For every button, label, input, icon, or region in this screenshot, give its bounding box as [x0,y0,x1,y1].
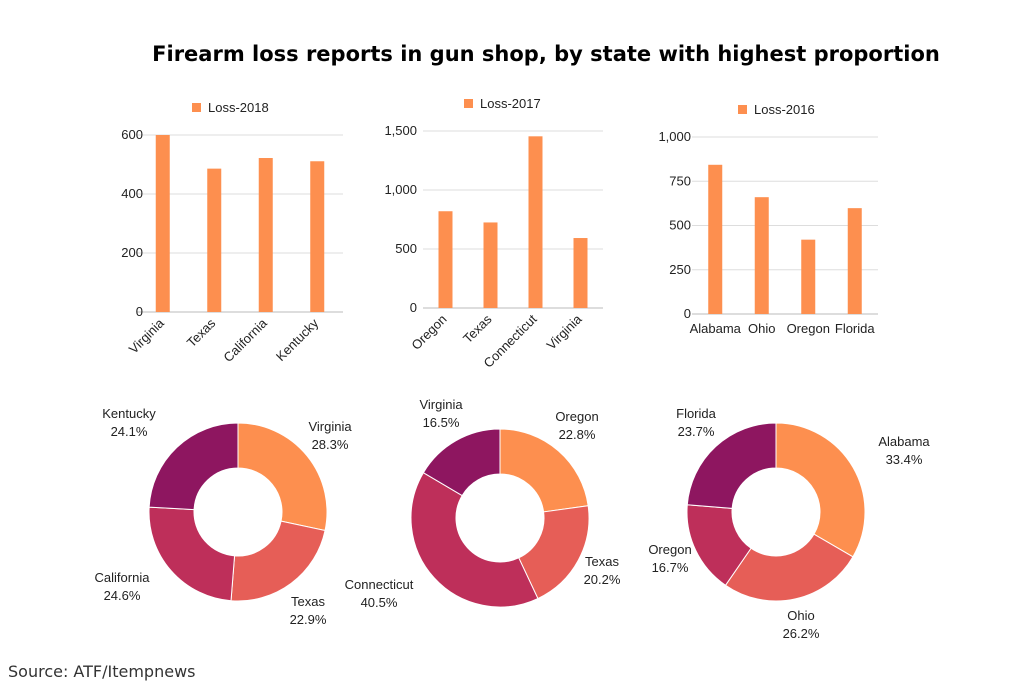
slice-percent: 16.7% [652,560,689,575]
bar-ohio [754,197,769,314]
slice-label: Oregon [648,542,691,557]
slice-percent: 24.1% [111,424,148,439]
legend-label: Loss-2017 [480,96,541,111]
bar-connecticut [528,136,543,308]
y-tick-label: 200 [121,245,143,260]
slice-label: Kentucky [102,406,156,421]
category-label: Ohio [748,321,775,336]
bar-california [258,158,273,312]
slice-percent: 23.7% [678,424,715,439]
slice-label: Texas [585,554,619,569]
y-tick-label: 0 [136,304,143,319]
slice-label: Connecticut [345,577,414,592]
slice-percent: 20.2% [584,572,621,587]
slice-label: Alabama [878,434,930,449]
donut-chart-1: Virginia 28.3% Texas 22.9% California 24.6% Ke… [95,406,353,627]
y-tick-label: 750 [669,173,691,188]
slice-texas [230,520,326,602]
y-tick-label: 400 [121,186,143,201]
slice-alabama [775,422,866,558]
y-tick-label: 500 [395,241,417,256]
category-label: Texas [184,315,219,350]
legend-swatch [464,99,473,108]
slice-label: Oregon [555,409,598,424]
y-tick-label: 1,000 [384,182,417,197]
y-tick-label: 250 [669,262,691,277]
slice-percent: 22.9% [290,612,327,627]
slice-oregon [499,428,589,513]
slice-label: Virginia [419,397,463,412]
y-tick-label: 0 [684,306,691,321]
slice-connecticut [410,472,539,608]
category-label: Florida [835,321,876,336]
category-label: Alabama [690,321,742,336]
legend-label: Loss-2018 [208,100,269,115]
bar-chart-3: 0 250 500 750 1,000 Loss-2016 Alabama Ohio Orego… [658,102,878,336]
bar-texas [483,222,498,308]
legend-swatch [738,105,747,114]
category-label: Virginia [126,315,168,357]
bar-kentucky [310,161,325,312]
bar-florida [847,208,862,314]
bar-oregon [438,211,453,308]
y-tick-label: 1,000 [658,129,691,144]
slice-label: Ohio [787,608,814,623]
slice-virginia [237,422,328,532]
slice-percent: 22.8% [559,427,596,442]
donut-chart-2: Oregon 22.8% Texas 20.2% Connecticut 40.5% Vir… [345,397,621,610]
slice-percent: 33.4% [886,452,923,467]
legend-label: Loss-2016 [754,102,815,117]
category-label: Kentucky [273,315,322,364]
slice-percent: 26.2% [783,626,820,641]
category-label: Oregon [408,312,449,353]
slice-label: Virginia [308,419,352,434]
slice-kentucky [148,422,239,511]
slice-percent: 24.6% [104,588,141,603]
slice-percent: 28.3% [312,437,349,452]
slice-percent: 16.5% [423,415,460,430]
chart-title: Firearm loss reports in gun shop, by sta… [152,42,940,66]
source-note: Source: ATF/Itempnews [8,662,196,681]
legend-swatch [192,103,201,112]
y-tick-label: 500 [669,218,691,233]
slice-label: California [95,570,151,585]
bar-alabama [708,164,723,314]
slice-label: Texas [291,594,325,609]
y-tick-label: 0 [410,300,417,315]
bar-texas [207,168,222,312]
slice-virginia [422,428,501,497]
category-label: California [220,315,270,365]
slice-ohio [724,533,854,602]
bar-chart-1: 0 200 400 600 Loss-2018 Virginia Texas Californ… [121,100,343,365]
bar-oregon [801,239,816,314]
slice-percent: 40.5% [361,595,398,610]
bar-virginia [155,135,170,312]
category-label: Virginia [544,311,586,353]
category-label: Oregon [787,321,830,336]
donut-chart-3: Alabama 33.4% Ohio 26.2% Oregon 16.7% Florida 2… [648,406,930,641]
slice-california [148,506,236,602]
bar-virginia [573,238,588,308]
slice-label: Florida [676,406,717,421]
y-tick-label: 1,500 [384,123,417,138]
slice-florida [686,422,777,509]
category-label: Texas [460,311,495,346]
y-tick-label: 600 [121,127,143,142]
